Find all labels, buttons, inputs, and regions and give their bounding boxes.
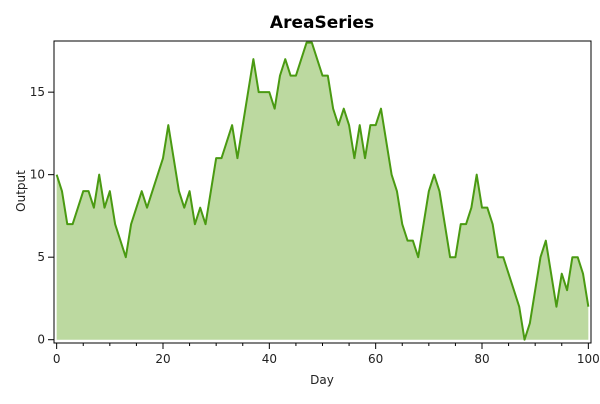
y-tick-label: 0 (37, 333, 45, 347)
area-fill (56, 42, 589, 340)
x-tick-label: 60 (368, 352, 383, 366)
y-axis-title: Output (14, 170, 28, 212)
area-line (55, 41, 590, 341)
x-axis: 0 20 40 60 80 100 (53, 343, 600, 366)
x-tick-label: 40 (262, 352, 277, 366)
x-tick-label: 80 (474, 352, 489, 366)
x-axis-title: Day (310, 373, 334, 387)
y-tick-label: 10 (30, 168, 45, 182)
y-tick-label: 15 (30, 85, 45, 99)
x-tick-label: 0 (53, 352, 61, 366)
chart-title: AreaSeries (270, 13, 374, 33)
y-axis: 0 5 10 15 (30, 85, 54, 347)
y-tick-label: 5 (37, 250, 45, 264)
x-tick-label: 20 (155, 352, 170, 366)
x-tick-label: 100 (577, 352, 600, 366)
